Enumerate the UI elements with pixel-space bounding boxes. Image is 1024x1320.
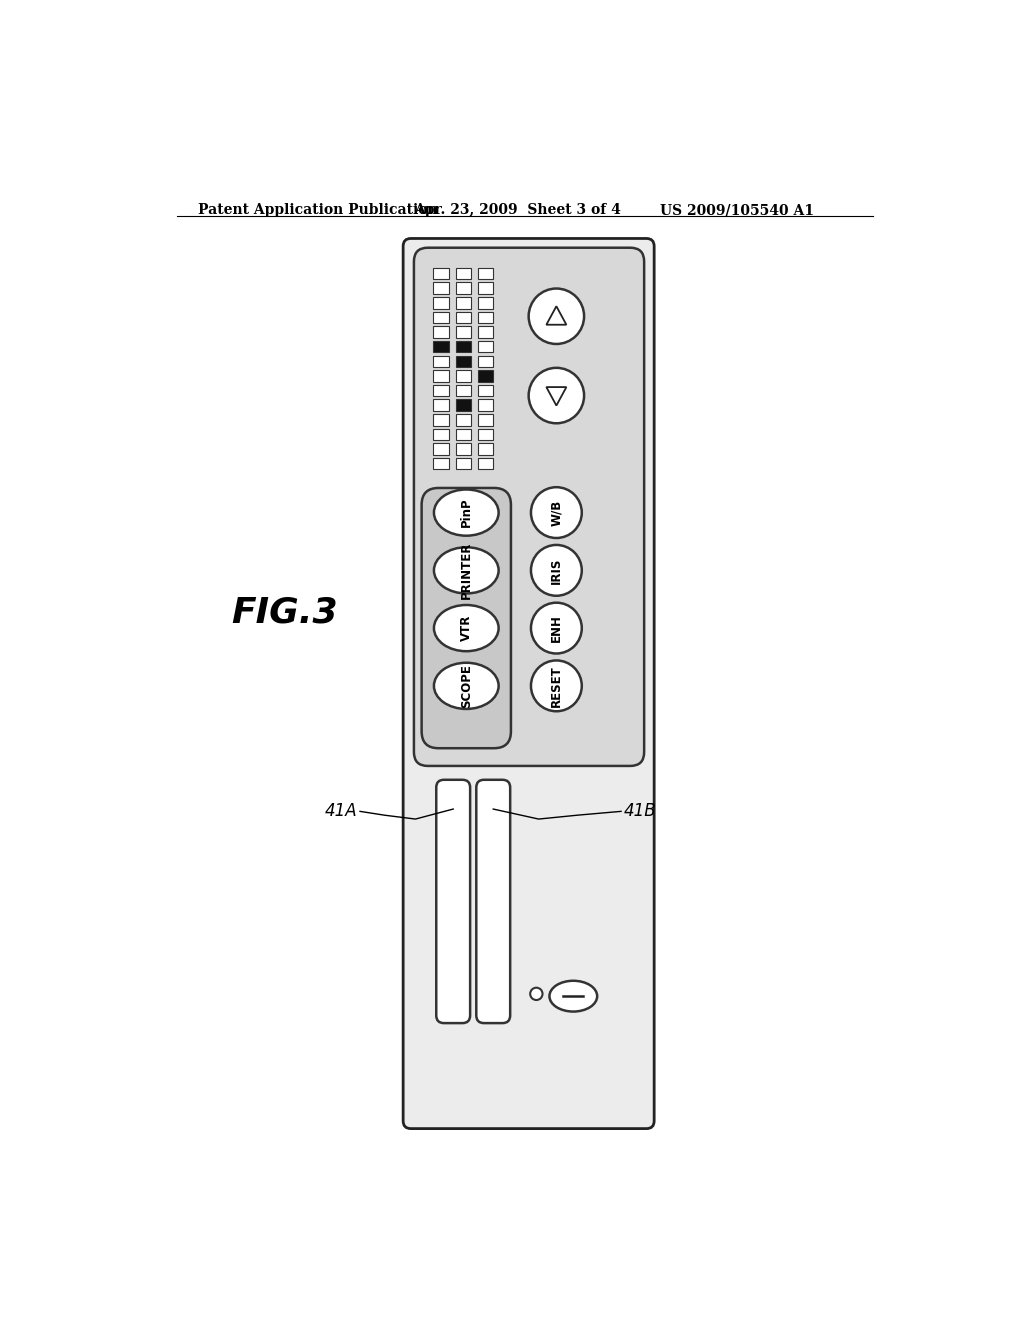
Bar xyxy=(478,444,494,455)
Bar xyxy=(433,282,449,294)
Bar xyxy=(433,385,449,396)
Bar xyxy=(433,341,449,352)
Bar xyxy=(433,355,449,367)
FancyBboxPatch shape xyxy=(403,239,654,1129)
Circle shape xyxy=(528,289,584,345)
Ellipse shape xyxy=(550,981,597,1011)
Bar xyxy=(456,268,471,280)
Text: ENH: ENH xyxy=(550,614,563,642)
Bar xyxy=(456,370,471,381)
Bar xyxy=(433,400,449,411)
Text: 41B: 41B xyxy=(624,803,656,820)
FancyBboxPatch shape xyxy=(422,488,511,748)
Text: RESET: RESET xyxy=(550,665,563,706)
Circle shape xyxy=(531,603,582,653)
Bar xyxy=(478,282,494,294)
FancyBboxPatch shape xyxy=(476,780,510,1023)
Bar xyxy=(433,370,449,381)
Bar xyxy=(478,429,494,441)
Bar xyxy=(478,414,494,425)
Bar xyxy=(478,355,494,367)
Bar xyxy=(433,297,449,309)
Bar xyxy=(433,444,449,455)
Text: Apr. 23, 2009  Sheet 3 of 4: Apr. 23, 2009 Sheet 3 of 4 xyxy=(414,203,621,216)
Bar xyxy=(456,355,471,367)
Bar xyxy=(456,312,471,323)
Bar xyxy=(478,326,494,338)
Bar xyxy=(478,297,494,309)
Ellipse shape xyxy=(434,548,499,594)
Ellipse shape xyxy=(434,490,499,536)
Text: VTR: VTR xyxy=(460,615,473,642)
Bar xyxy=(456,458,471,470)
Ellipse shape xyxy=(434,605,499,651)
Bar xyxy=(456,429,471,441)
FancyBboxPatch shape xyxy=(414,248,644,766)
Circle shape xyxy=(531,545,582,595)
Bar xyxy=(433,268,449,280)
Bar xyxy=(456,444,471,455)
Bar xyxy=(456,385,471,396)
Bar xyxy=(433,326,449,338)
Text: W/B: W/B xyxy=(550,499,563,525)
Circle shape xyxy=(530,987,543,1001)
Text: PRINTER: PRINTER xyxy=(460,541,473,599)
Text: 41A: 41A xyxy=(325,803,357,820)
Bar xyxy=(478,312,494,323)
Bar xyxy=(433,312,449,323)
Text: FIG.3: FIG.3 xyxy=(231,595,338,630)
Bar xyxy=(478,370,494,381)
Bar xyxy=(478,400,494,411)
Text: IRIS: IRIS xyxy=(550,557,563,583)
Bar xyxy=(478,385,494,396)
Circle shape xyxy=(531,487,582,539)
Text: US 2009/105540 A1: US 2009/105540 A1 xyxy=(660,203,814,216)
Text: SCOPE: SCOPE xyxy=(460,664,473,708)
Text: Patent Application Publication: Patent Application Publication xyxy=(198,203,437,216)
Bar xyxy=(456,326,471,338)
Bar xyxy=(433,414,449,425)
Bar xyxy=(456,341,471,352)
Bar xyxy=(456,297,471,309)
Bar xyxy=(478,458,494,470)
Bar xyxy=(456,400,471,411)
Ellipse shape xyxy=(434,663,499,709)
Bar xyxy=(433,458,449,470)
Bar xyxy=(478,268,494,280)
Bar xyxy=(456,414,471,425)
Bar xyxy=(478,341,494,352)
Bar xyxy=(433,429,449,441)
Circle shape xyxy=(528,368,584,424)
Text: PinP: PinP xyxy=(460,498,473,528)
Circle shape xyxy=(531,660,582,711)
FancyBboxPatch shape xyxy=(436,780,470,1023)
Bar xyxy=(456,282,471,294)
